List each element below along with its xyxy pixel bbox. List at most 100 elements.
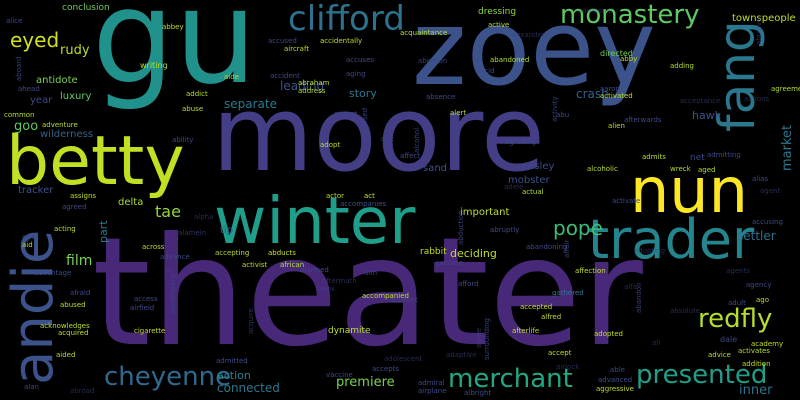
- word-film: film: [66, 253, 93, 269]
- word-luxury: luxury: [60, 91, 92, 102]
- word-accused: accused: [268, 37, 297, 45]
- word-accompanied: accompanied: [362, 292, 409, 300]
- word-abu: abu: [556, 111, 570, 119]
- word-action: action: [217, 369, 251, 382]
- word-acknowledges: acknowledges: [40, 322, 90, 330]
- word-tae: tae: [155, 202, 181, 221]
- word-addict: addict: [186, 90, 208, 98]
- word-afford: afford: [458, 280, 479, 288]
- word-abusive: abusive: [755, 17, 763, 45]
- word-absolute: absolute: [670, 307, 701, 315]
- word-theater: theater: [92, 206, 643, 380]
- word-access: access: [134, 295, 158, 303]
- word-delta: delta: [118, 197, 144, 208]
- word-rudy: rudy: [60, 43, 90, 58]
- word-albright: albright: [464, 389, 492, 397]
- word-adventure: adventure: [42, 121, 78, 129]
- word-actor: actor: [326, 192, 345, 200]
- word-actual: actual: [522, 188, 544, 196]
- word-adult: adult: [728, 299, 746, 307]
- word-alpha: alpha: [194, 213, 214, 221]
- word-advantage: advantage: [34, 269, 72, 277]
- word-act: act: [364, 192, 375, 200]
- word-ability: ability: [172, 136, 194, 144]
- word-premiere: premiere: [336, 375, 395, 390]
- word-account: account: [390, 296, 418, 304]
- word-accompanies: accompanies: [340, 200, 387, 208]
- word-acid: acid: [480, 67, 495, 75]
- word-mobster: mobster: [508, 175, 550, 186]
- word-accompany: accompany: [169, 273, 177, 314]
- word-alcoholic: alcoholic: [587, 165, 618, 173]
- word-abandoning: abandoning: [526, 243, 568, 251]
- word-actions: actions: [744, 95, 770, 103]
- word-accept: accept: [548, 349, 572, 357]
- word-aircraft: aircraft: [284, 45, 310, 53]
- word-assigns: assigns: [70, 192, 97, 200]
- word-alien: alien: [608, 122, 625, 130]
- word-gathered: gathered: [552, 289, 584, 297]
- word-leading: leading: [280, 79, 325, 93]
- word-clifford: clifford: [288, 0, 405, 39]
- word-alcohol: alcohol: [413, 127, 421, 153]
- word-goo: goo: [14, 119, 39, 134]
- word-conclusion: conclusion: [62, 3, 110, 13]
- word-redfly: redfly: [698, 304, 773, 334]
- word-winter: winter: [214, 185, 416, 259]
- word-accident: accident: [270, 72, 300, 80]
- word-abroad: abroad: [70, 387, 95, 395]
- word-aid: aid: [22, 241, 33, 249]
- word-abby: abby: [620, 55, 638, 63]
- word-tracker: tracker: [18, 185, 54, 196]
- word-market: market: [780, 124, 795, 171]
- word-abraham: abraham: [298, 79, 330, 87]
- word-advance: advance: [160, 253, 190, 261]
- word-antidote: antidote: [36, 75, 78, 86]
- word-acceptance: acceptance: [680, 97, 721, 105]
- word-cheyenne: cheyenne: [104, 362, 232, 392]
- word-agency: agency: [746, 281, 772, 289]
- word-affection: affection: [575, 267, 606, 275]
- word-address: address: [298, 87, 326, 95]
- word-adding: adding: [670, 62, 695, 70]
- word-airplane: airplane: [418, 387, 447, 395]
- word-airlock: airlock: [556, 363, 580, 371]
- word-connected: connected: [217, 381, 280, 395]
- word-eyed: eyed: [10, 28, 60, 52]
- word-all: all: [652, 339, 661, 347]
- word-betty: betty: [6, 122, 185, 201]
- word-alfred: alfred: [541, 313, 562, 321]
- word-aging: aging: [346, 70, 366, 78]
- word-advised: advised: [361, 107, 369, 135]
- word-accuses: accuses: [346, 56, 375, 64]
- word-alarmed: alarmed: [300, 266, 329, 274]
- word-agreeing: agreeing: [505, 138, 536, 146]
- word-pope: pope: [553, 216, 603, 240]
- word-agent: agent: [760, 187, 781, 195]
- word-rabbit: rabbit: [420, 247, 447, 257]
- word-abuse: abuse: [182, 105, 204, 113]
- word-net: net: [690, 153, 705, 163]
- word-surrounding: surrounding: [483, 318, 491, 360]
- word-cigarette: cigarette: [134, 327, 166, 335]
- word-acquaintance: acquaintance: [400, 29, 448, 37]
- word-abused: abused: [60, 301, 86, 309]
- word-abducts: abducts: [268, 249, 296, 257]
- word-year: year: [30, 95, 53, 106]
- word-adaptive: adaptive: [446, 351, 477, 359]
- word-aggressive: aggressive: [596, 385, 634, 393]
- word-afraid: afraid: [70, 289, 91, 297]
- word-aboard: aboard: [15, 56, 23, 81]
- word-agreement: agreement: [771, 85, 800, 93]
- word-inner: inner: [739, 383, 773, 398]
- word-wesley: wesley: [520, 161, 555, 172]
- word-nun: nun: [630, 154, 748, 227]
- word-adopted: adopted: [594, 330, 623, 338]
- word-directed: directed: [600, 49, 633, 58]
- word-dynamite: dynamite: [328, 326, 371, 336]
- word-aged: aged: [698, 166, 716, 174]
- word-admitted: admitted: [216, 357, 248, 365]
- word-afterwards: afterwards: [624, 116, 662, 124]
- word-alfa: alfa: [624, 283, 637, 291]
